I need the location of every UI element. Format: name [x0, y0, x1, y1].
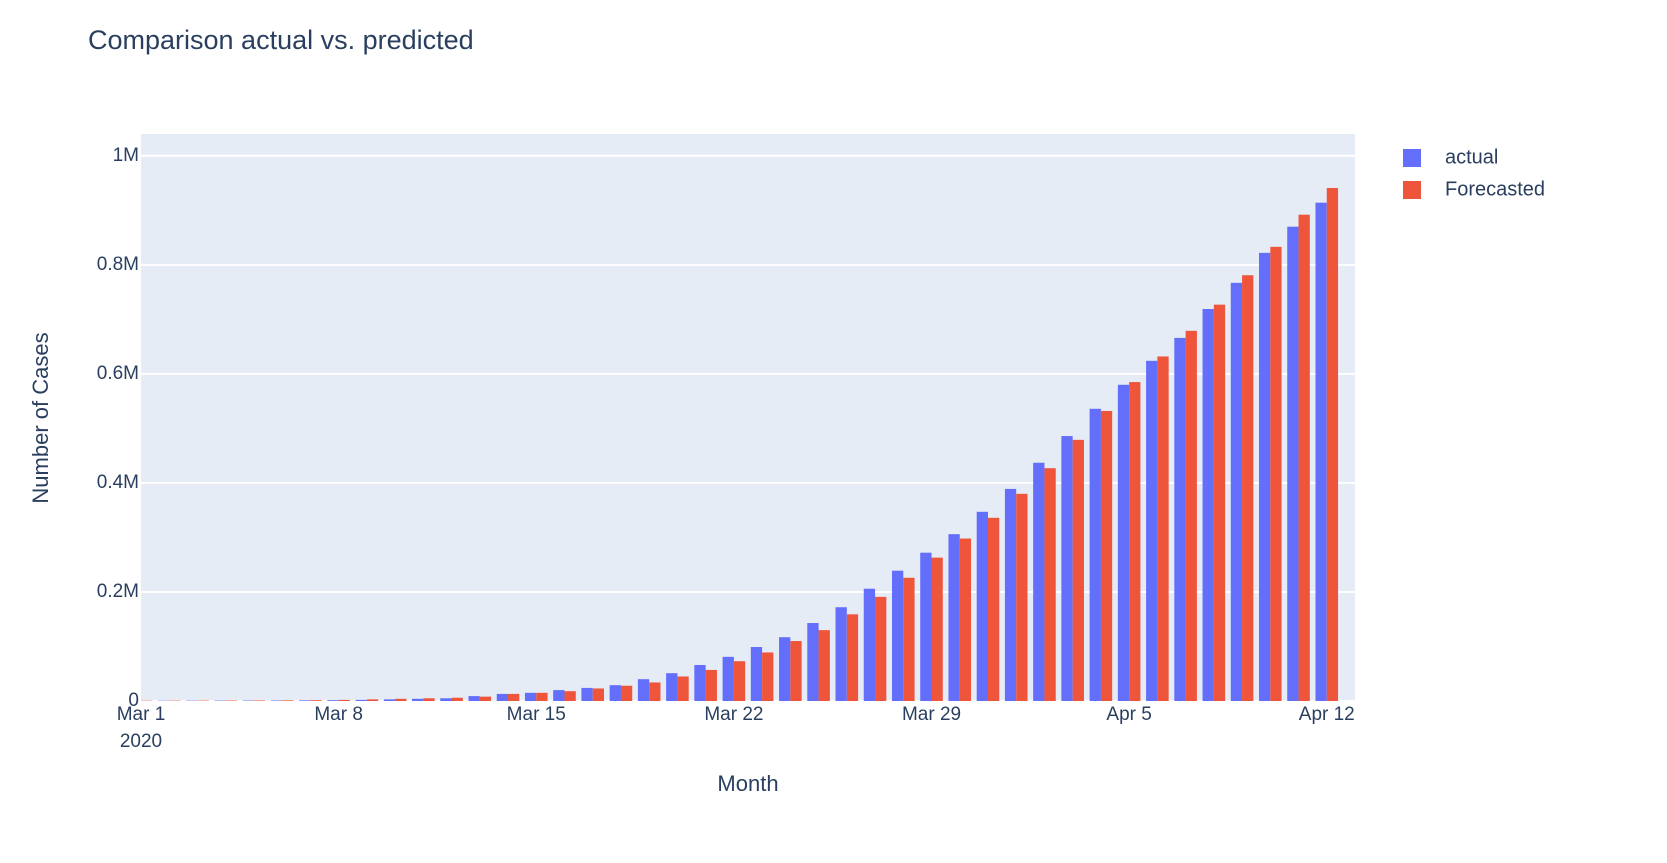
bar — [1016, 494, 1027, 701]
bar — [254, 700, 265, 701]
bar — [751, 647, 762, 701]
bar — [1287, 227, 1298, 701]
y-tick-label: 0.6M — [97, 363, 139, 384]
bar — [1118, 385, 1129, 701]
bar — [903, 578, 914, 701]
bar — [564, 691, 575, 701]
bar — [327, 700, 338, 701]
bar — [508, 694, 519, 701]
plot-background — [141, 134, 1355, 701]
x-tick-label: Mar 1 — [117, 704, 166, 725]
bar — [299, 700, 310, 701]
bar — [819, 630, 830, 701]
bar — [1101, 411, 1112, 701]
bar — [553, 690, 564, 701]
bar — [694, 665, 705, 701]
bar — [932, 558, 943, 701]
bar — [1090, 409, 1101, 701]
bar — [1061, 436, 1072, 701]
bar — [536, 693, 547, 701]
bar — [339, 700, 350, 701]
bar — [412, 699, 423, 701]
legend-label: Forecasted — [1445, 178, 1545, 200]
bar — [649, 682, 660, 701]
bar — [282, 700, 293, 701]
bar — [621, 686, 632, 701]
bar — [1129, 382, 1140, 701]
bar — [1005, 489, 1016, 701]
x-tick-label: Mar 15 — [507, 704, 566, 725]
bar — [440, 698, 451, 701]
bar — [836, 607, 847, 701]
bar — [452, 698, 463, 701]
bar — [1146, 361, 1157, 701]
bar — [1327, 188, 1338, 701]
bar — [807, 623, 818, 701]
bar — [310, 700, 321, 701]
bar — [384, 699, 395, 701]
bar — [1157, 356, 1168, 701]
bar — [638, 679, 649, 701]
bar — [677, 676, 688, 701]
chart-title: Comparison actual vs. predicted — [88, 25, 474, 55]
bar — [875, 597, 886, 701]
bar — [480, 697, 491, 701]
legend-label: actual — [1445, 146, 1498, 168]
bar — [395, 699, 406, 701]
bar — [525, 693, 536, 701]
bar — [1203, 309, 1214, 701]
bar — [1270, 247, 1281, 701]
bar — [1214, 305, 1225, 701]
y-tick-label: 0.2M — [97, 581, 139, 602]
bar — [1044, 468, 1055, 701]
x-tick-label: Apr 12 — [1299, 704, 1355, 725]
bar — [762, 652, 773, 701]
bar — [423, 698, 434, 701]
bar — [666, 673, 677, 701]
bar — [1242, 275, 1253, 701]
x-tick-label: Mar 22 — [704, 704, 763, 725]
x-tick-label: Mar 29 — [902, 704, 961, 725]
bar — [581, 688, 592, 701]
y-tick-label: 1M — [113, 145, 139, 166]
bar — [920, 553, 931, 701]
bar — [1299, 215, 1310, 701]
bar — [977, 512, 988, 701]
bar — [356, 700, 367, 701]
bar — [271, 700, 282, 701]
y-tick-label: 0.8M — [97, 254, 139, 275]
bar — [960, 539, 971, 701]
bar — [790, 641, 801, 701]
bar — [779, 637, 790, 701]
bar — [706, 670, 717, 701]
bar — [1186, 331, 1197, 701]
bar — [1315, 203, 1326, 701]
bar — [847, 614, 858, 701]
legend-swatch — [1403, 181, 1421, 199]
bar — [610, 685, 621, 701]
bar — [864, 589, 875, 701]
bar — [892, 571, 903, 701]
bar — [593, 688, 604, 701]
y-axis-title: Number of Cases — [28, 332, 53, 503]
bar — [1231, 283, 1242, 701]
x-axis-title: Month — [717, 771, 778, 796]
legend-swatch — [1403, 149, 1421, 167]
bar — [734, 661, 745, 701]
bar — [948, 534, 959, 701]
bar — [723, 657, 734, 701]
bar — [497, 694, 508, 701]
bar — [367, 699, 378, 701]
x-tick-label: Apr 5 — [1106, 704, 1151, 725]
bar — [1259, 253, 1270, 701]
y-tick-label: 0.4M — [97, 472, 139, 493]
bar — [988, 518, 999, 701]
bar — [1174, 338, 1185, 701]
bar — [468, 696, 479, 701]
bar — [1073, 440, 1084, 701]
x-year-label: 2020 — [120, 731, 162, 752]
x-tick-label: Mar 8 — [314, 704, 363, 725]
bar — [1033, 463, 1044, 701]
